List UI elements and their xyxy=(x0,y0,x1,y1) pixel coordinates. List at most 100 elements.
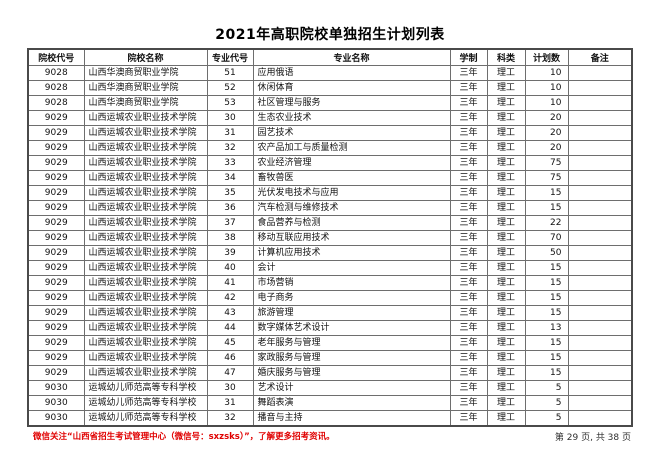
cell-duration: 三年 xyxy=(449,319,488,336)
cell-college-name: 山西运城农业职业技术学院 xyxy=(83,334,208,351)
cell-college-code: 9029 xyxy=(27,349,85,366)
cell-major-name: 应用俄语 xyxy=(252,64,451,81)
cell-major-name: 畜牧兽医 xyxy=(252,169,451,186)
cell-category: 理工 xyxy=(486,169,526,186)
cell-duration: 三年 xyxy=(449,214,488,231)
cell-college-name: 山西运城农业职业技术学院 xyxy=(83,214,208,231)
table-row: 9029 山西运城农业职业技术学院 30 生态农业技术 三年 理工 20 xyxy=(27,109,633,126)
cell-college-code: 9029 xyxy=(27,109,85,126)
header-remark: 备注 xyxy=(567,48,633,66)
cell-major-code: 37 xyxy=(206,214,254,231)
cell-major-name: 播音与主持 xyxy=(252,409,451,426)
cell-college-code: 9029 xyxy=(27,169,85,186)
cell-duration: 三年 xyxy=(449,124,488,141)
table-row: 9028 山西华澳商贸职业学院 53 社区管理与服务 三年 理工 10 xyxy=(27,94,633,111)
cell-college-code: 9029 xyxy=(27,364,85,381)
cell-plan-count: 5 xyxy=(524,379,569,396)
cell-major-code: 44 xyxy=(206,319,254,336)
cell-college-code: 9028 xyxy=(27,79,85,96)
cell-major-code: 51 xyxy=(206,64,254,81)
table-row: 9029 山西运城农业职业技术学院 32 农产品加工与质量检测 三年 理工 20 xyxy=(27,139,633,156)
cell-remark xyxy=(567,334,633,351)
cell-major-name: 电子商务 xyxy=(252,289,451,306)
cell-major-name: 会计 xyxy=(252,259,451,276)
cell-college-name: 山西华澳商贸职业学院 xyxy=(83,79,208,96)
page-footer: 微信关注“山西省招生考试管理中心（微信号：sxzsks）”，了解更多招考资讯。 … xyxy=(28,430,632,443)
cell-remark xyxy=(567,274,633,291)
cell-duration: 三年 xyxy=(449,304,488,321)
cell-college-name: 运城幼儿师范高等专科学校 xyxy=(83,394,208,411)
table-row: 9030 运城幼儿师范高等专科学校 30 艺术设计 三年 理工 5 xyxy=(27,379,633,396)
header-duration: 学制 xyxy=(449,48,488,66)
cell-college-name: 山西运城农业职业技术学院 xyxy=(83,169,208,186)
cell-duration: 三年 xyxy=(449,199,488,216)
cell-plan-count: 22 xyxy=(524,214,569,231)
cell-college-name: 山西运城农业职业技术学院 xyxy=(83,229,208,246)
cell-major-code: 52 xyxy=(206,79,254,96)
cell-major-code: 33 xyxy=(206,154,254,171)
cell-major-code: 41 xyxy=(206,274,254,291)
table-row: 9029 山西运城农业职业技术学院 46 家政服务与管理 三年 理工 15 xyxy=(27,349,633,366)
header-plan-count: 计划数 xyxy=(524,48,569,66)
cell-category: 理工 xyxy=(486,289,526,306)
cell-remark xyxy=(567,124,633,141)
cell-category: 理工 xyxy=(486,229,526,246)
cell-college-code: 9029 xyxy=(27,289,85,306)
table-row: 9029 山西运城农业职业技术学院 41 市场营销 三年 理工 15 xyxy=(27,274,633,291)
cell-major-code: 32 xyxy=(206,139,254,156)
cell-duration: 三年 xyxy=(449,409,488,426)
cell-duration: 三年 xyxy=(449,229,488,246)
cell-remark xyxy=(567,244,633,261)
cell-remark xyxy=(567,94,633,111)
cell-major-name: 旅游管理 xyxy=(252,304,451,321)
cell-major-name: 计算机应用技术 xyxy=(252,244,451,261)
cell-plan-count: 20 xyxy=(524,109,569,126)
cell-duration: 三年 xyxy=(449,109,488,126)
table-row: 9029 山西运城农业职业技术学院 47 婚庆服务与管理 三年 理工 15 xyxy=(27,364,633,381)
cell-duration: 三年 xyxy=(449,64,488,81)
cell-college-code: 9029 xyxy=(27,154,85,171)
cell-college-name: 山西运城农业职业技术学院 xyxy=(83,274,208,291)
cell-remark xyxy=(567,394,633,411)
cell-remark xyxy=(567,64,633,81)
cell-plan-count: 13 xyxy=(524,319,569,336)
cell-category: 理工 xyxy=(486,409,526,426)
cell-college-name: 山西运城农业职业技术学院 xyxy=(83,184,208,201)
cell-plan-count: 75 xyxy=(524,154,569,171)
cell-plan-count: 15 xyxy=(524,274,569,291)
cell-major-code: 34 xyxy=(206,169,254,186)
cell-plan-count: 15 xyxy=(524,364,569,381)
table-row: 9028 山西华澳商贸职业学院 52 休闲体育 三年 理工 10 xyxy=(27,79,633,96)
table-row: 9029 山西运城农业职业技术学院 44 数字媒体艺术设计 三年 理工 13 xyxy=(27,319,633,336)
table-row: 9029 山西运城农业职业技术学院 45 老年服务与管理 三年 理工 15 xyxy=(27,334,633,351)
cell-duration: 三年 xyxy=(449,169,488,186)
cell-major-code: 36 xyxy=(206,199,254,216)
cell-plan-count: 15 xyxy=(524,199,569,216)
cell-college-code: 9029 xyxy=(27,319,85,336)
cell-category: 理工 xyxy=(486,124,526,141)
cell-college-name: 山西运城农业职业技术学院 xyxy=(83,289,208,306)
table-row: 9029 山西运城农业职业技术学院 35 光伏发电技术与应用 三年 理工 15 xyxy=(27,184,633,201)
header-major-code: 专业代号 xyxy=(206,48,254,66)
cell-remark xyxy=(567,364,633,381)
cell-plan-count: 50 xyxy=(524,244,569,261)
cell-college-code: 9029 xyxy=(27,139,85,156)
table-row: 9029 山西运城农业职业技术学院 36 汽车检测与维修技术 三年 理工 15 xyxy=(27,199,633,216)
cell-plan-count: 5 xyxy=(524,394,569,411)
cell-category: 理工 xyxy=(486,94,526,111)
table-row: 9029 山西运城农业职业技术学院 31 园艺技术 三年 理工 20 xyxy=(27,124,633,141)
cell-major-name: 老年服务与管理 xyxy=(252,334,451,351)
cell-category: 理工 xyxy=(486,394,526,411)
cell-major-name: 生态农业技术 xyxy=(252,109,451,126)
cell-duration: 三年 xyxy=(449,289,488,306)
cell-category: 理工 xyxy=(486,79,526,96)
table-row: 9029 山西运城农业职业技术学院 37 食品营养与检测 三年 理工 22 xyxy=(27,214,633,231)
cell-college-code: 9029 xyxy=(27,274,85,291)
cell-college-code: 9029 xyxy=(27,259,85,276)
cell-major-name: 汽车检测与维修技术 xyxy=(252,199,451,216)
cell-college-name: 山西运城农业职业技术学院 xyxy=(83,364,208,381)
cell-major-name: 艺术设计 xyxy=(252,379,451,396)
cell-category: 理工 xyxy=(486,274,526,291)
cell-major-code: 38 xyxy=(206,229,254,246)
